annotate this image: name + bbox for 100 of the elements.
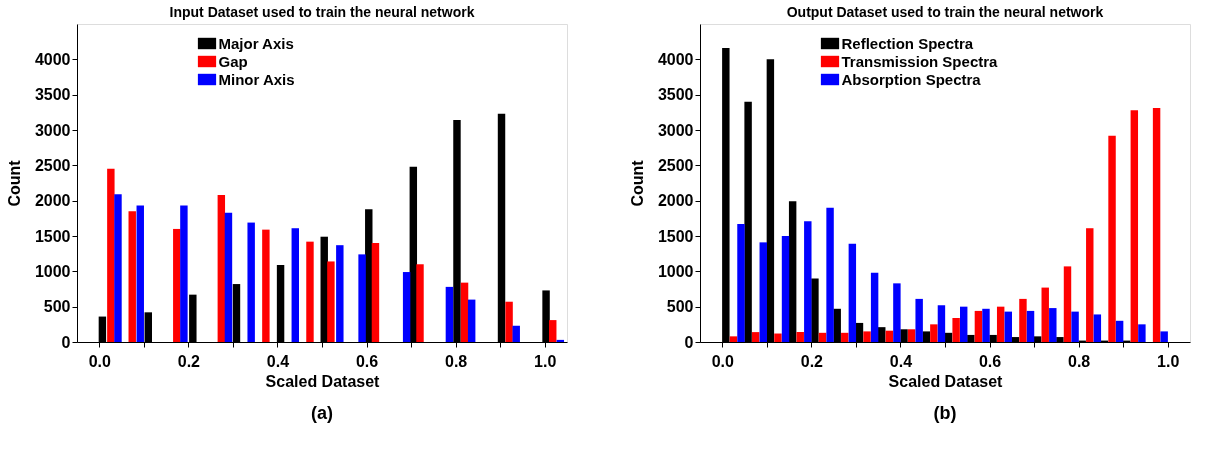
y-tick-label: 0 [61,333,71,351]
bar [1138,324,1146,342]
bar [107,168,115,342]
x-tick-label: 1.0 [1157,352,1180,370]
bar [1041,287,1049,342]
bar [863,331,871,342]
x-tick-label: 0.2 [800,352,824,370]
y-tick-label: 2000 [657,192,694,210]
bar [217,195,226,342]
x-tick-label: 0.8 [1068,352,1091,370]
y-tick-label: 3000 [657,121,694,139]
bar [467,299,476,342]
bar [1026,310,1035,342]
y-tick-label: 2500 [657,156,694,174]
bar [416,264,424,342]
bar [751,332,760,342]
bar [907,329,916,342]
y-tick-label: 3500 [657,86,694,104]
bar [1019,298,1027,342]
bar [262,229,270,342]
chart-title: Input Dataset used to train the neural network [169,4,475,20]
x-axis-title: Scaled Dataset [888,372,1004,390]
bar [893,283,901,342]
bar [982,308,990,342]
bar [136,205,144,342]
bar [737,223,745,342]
y-tick-label: 1500 [657,227,694,245]
bar [974,310,983,342]
legend-label: Reflection Spectra [841,34,974,52]
bar [1093,314,1102,342]
x-tick-label: 0.0 [88,352,111,370]
x-tick-label: 0.0 [711,352,734,370]
bar [1115,320,1124,342]
bar [759,242,767,342]
x-tick-label: 0.4 [889,352,913,370]
x-tick-label: 1.0 [534,352,557,370]
legend-label: Minor Axis [218,70,295,88]
bar [996,306,1005,342]
bar [505,301,513,342]
legend-label: Major Axis [218,34,294,52]
bar [402,272,411,342]
x-tick-label: 0.4 [266,352,290,370]
x-tick-label: 0.6 [978,352,1002,370]
y-tick-label: 2500 [34,156,71,174]
bar [781,236,790,342]
bar [1071,311,1079,342]
text: (b) [933,403,957,423]
x-tick-label: 0.2 [177,352,201,370]
bar [247,222,255,342]
bar [445,286,454,342]
bar [1160,331,1168,342]
bar [1108,135,1116,342]
y-tick-label: 500 [43,298,71,316]
bar [128,211,136,342]
bar [173,228,181,342]
bar [841,332,849,342]
bar [774,333,782,342]
bar [1152,108,1161,342]
bar [1063,266,1072,342]
text: (a) [311,403,333,423]
bar [306,241,314,342]
y-axis-title: Count [628,159,646,207]
y-tick-label: 4000 [34,50,71,68]
bar [1086,228,1094,342]
legend-label: Transmission Spectra [841,52,999,70]
bar [512,325,520,342]
y-tick-label: 4000 [657,50,694,68]
bar [885,330,894,342]
bar [180,205,188,342]
bar [804,221,812,342]
y-tick-label: 500 [666,298,694,316]
y-tick-label: 1500 [34,227,71,245]
bar [371,243,380,342]
bar [729,336,738,342]
x-tick-label: 0.8 [445,352,468,370]
bar [1049,308,1057,342]
bar [460,282,469,342]
bar [826,207,834,342]
bar [796,332,804,342]
bar [336,245,344,342]
x-tick-label: 0.6 [355,352,379,370]
bar [952,317,960,342]
bar [870,272,879,342]
y-axis-title: Count [5,159,23,207]
legend-label: Gap [218,52,248,70]
bar [291,228,299,342]
bar [930,324,938,342]
bar [1130,110,1139,342]
bar [114,194,122,342]
bar [959,306,968,342]
bar [358,254,366,342]
x-axis-title: Scaled Dataset [265,372,381,390]
bar [848,243,857,342]
bar [915,298,923,342]
bar [224,212,233,342]
bar [818,332,827,342]
y-tick-label: 2000 [34,192,71,210]
bar [937,305,946,342]
chart-title: Output Dataset used to train the neural network [786,4,1104,20]
bar [327,261,335,342]
